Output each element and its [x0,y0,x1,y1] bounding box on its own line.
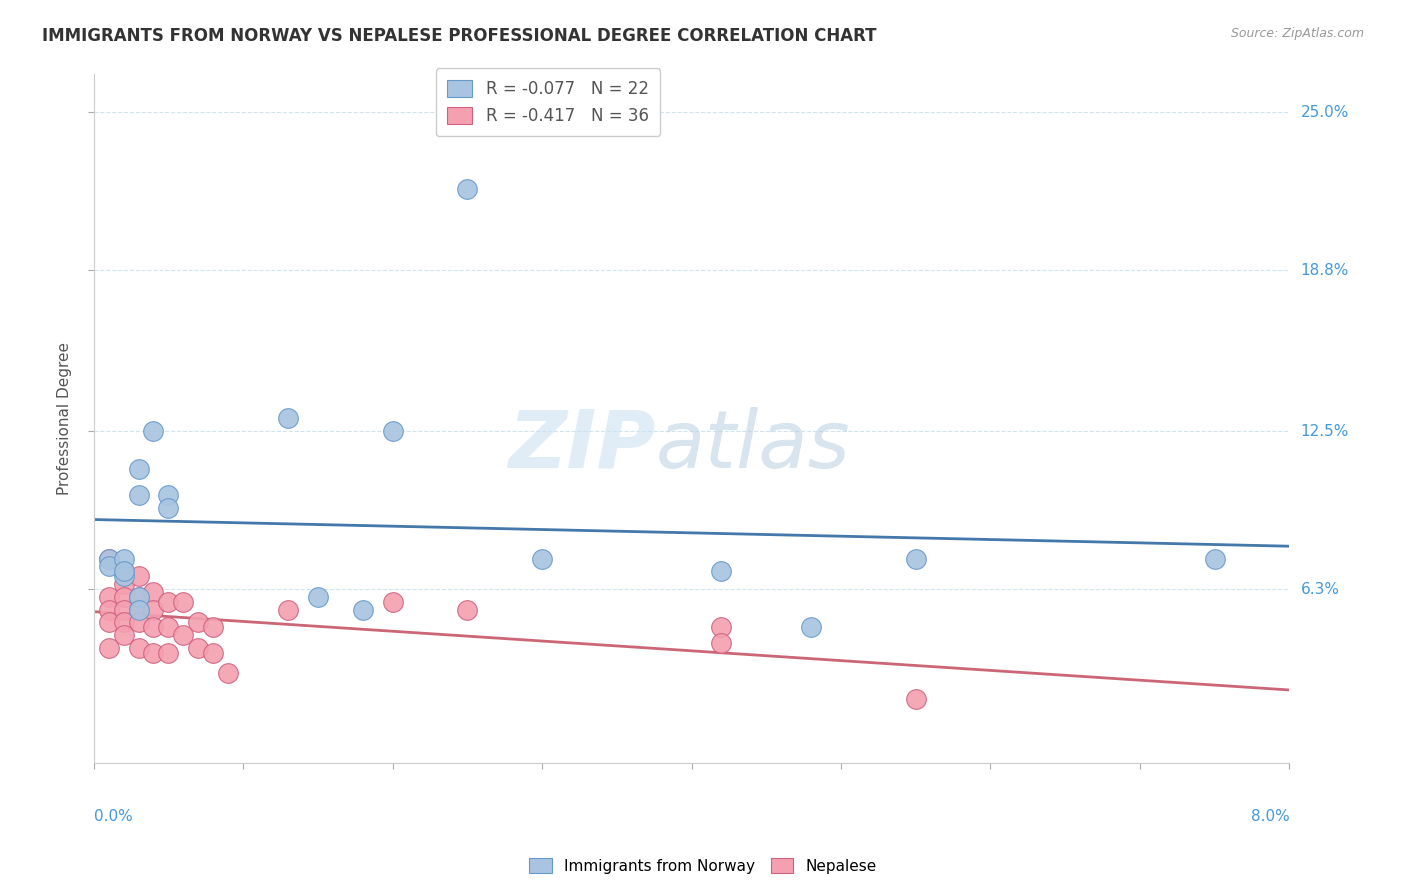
Point [128,569,150,583]
Point [800,620,823,634]
Point [1204,551,1226,566]
Point [97,559,120,574]
Point [128,615,150,630]
Point [112,590,135,604]
Point [97,551,120,566]
Point [202,620,225,634]
Point [112,565,135,579]
Point [112,551,135,566]
Text: 0.0%: 0.0% [94,809,132,823]
Point [112,569,135,583]
Point [128,590,150,604]
Point [142,424,165,438]
Text: atlas: atlas [655,407,851,485]
Point [456,602,478,616]
Point [128,590,150,604]
Point [381,424,404,438]
Point [352,602,374,616]
Point [128,602,150,616]
Point [172,628,194,642]
Point [97,640,120,655]
Point [112,628,135,642]
Point [531,551,554,566]
Point [187,640,209,655]
Text: 18.8%: 18.8% [1301,263,1348,277]
Point [157,595,180,609]
Point [277,602,299,616]
Point [710,620,733,634]
Point [128,462,150,476]
Point [112,577,135,591]
Legend: Immigrants from Norway, Nepalese: Immigrants from Norway, Nepalese [519,847,887,884]
Point [307,590,329,604]
Text: Source: ZipAtlas.com: Source: ZipAtlas.com [1230,27,1364,40]
Point [456,182,478,196]
Point [142,584,165,599]
Point [277,411,299,425]
Text: 8.0%: 8.0% [1250,809,1289,823]
Point [202,646,225,660]
Point [381,595,404,609]
Point [157,646,180,660]
Point [112,615,135,630]
Text: 6.3%: 6.3% [1301,582,1340,597]
Point [142,602,165,616]
Point [710,636,733,650]
Point [97,551,120,566]
Point [217,666,239,681]
Text: IMMIGRANTS FROM NORWAY VS NEPALESE PROFESSIONAL DEGREE CORRELATION CHART: IMMIGRANTS FROM NORWAY VS NEPALESE PROFE… [42,27,877,45]
Point [904,551,927,566]
Point [142,646,165,660]
Legend: R = -0.077   N = 22, R = -0.417   N = 36: R = -0.077 N = 22, R = -0.417 N = 36 [436,69,661,136]
Point [157,620,180,634]
Point [142,620,165,634]
Point [187,615,209,630]
Point [128,488,150,502]
Y-axis label: Professional Degree: Professional Degree [58,342,72,495]
Point [904,692,927,706]
Point [97,615,120,630]
Point [128,602,150,616]
Text: ZIP: ZIP [509,407,655,485]
Point [97,590,120,604]
Text: 12.5%: 12.5% [1301,424,1348,439]
Point [710,565,733,579]
Point [157,500,180,515]
Point [112,602,135,616]
Text: 25.0%: 25.0% [1301,104,1348,120]
Point [128,640,150,655]
Point [172,595,194,609]
Point [97,602,120,616]
Point [112,565,135,579]
Point [157,488,180,502]
